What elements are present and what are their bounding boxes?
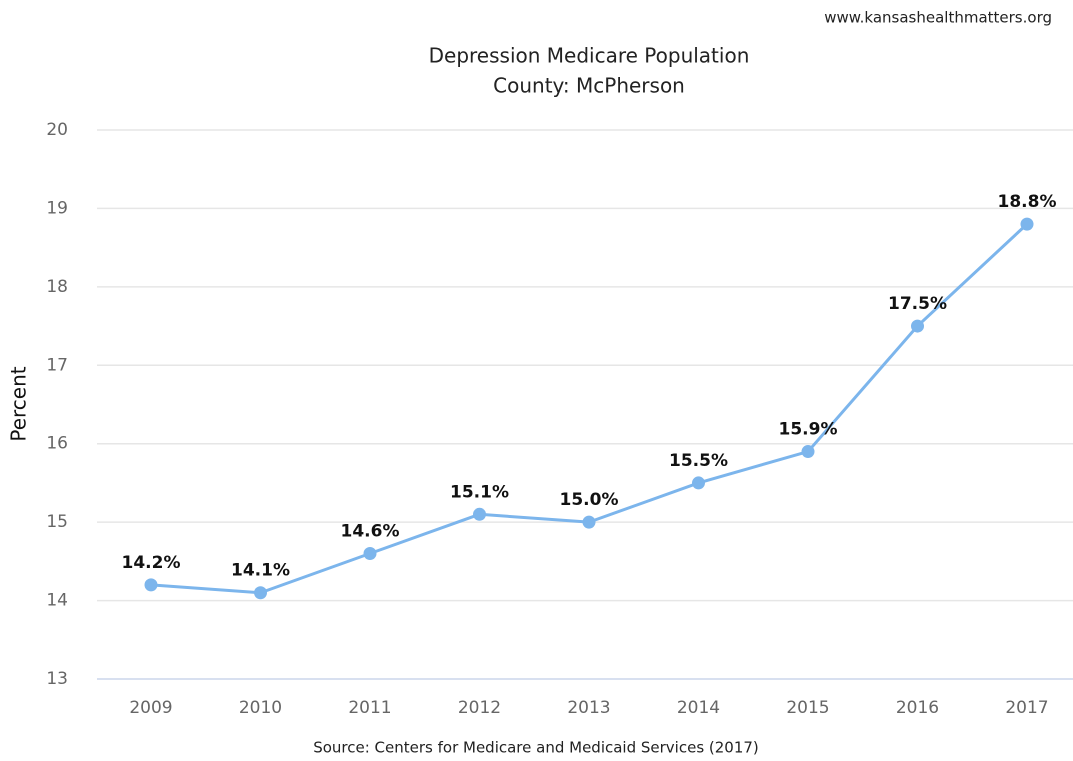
data-label: 18.8% (998, 192, 1057, 212)
data-label: 15.0% (560, 490, 619, 510)
data-label: 15.1% (450, 482, 509, 502)
x-tick-label: 2013 (567, 698, 610, 718)
source-note: Source: Centers for Medicare and Medicai… (313, 739, 759, 757)
x-tick-label: 2015 (786, 698, 829, 718)
chart-title: Depression Medicare Population (429, 44, 750, 68)
y-tick-label: 14 (46, 591, 68, 611)
y-tick-label: 19 (46, 198, 68, 218)
data-point (801, 445, 815, 459)
data-label: 14.6% (341, 522, 400, 542)
y-tick-label: 15 (46, 512, 68, 532)
data-label: 17.5% (888, 294, 947, 314)
x-tick-label: 2016 (896, 698, 939, 718)
data-label: 15.5% (669, 451, 728, 471)
series-line (150, 223, 1029, 595)
data-point (1020, 217, 1034, 231)
data-label: 14.1% (231, 561, 290, 581)
x-tick-label: 2017 (1005, 698, 1048, 718)
data-label: 14.2% (122, 553, 181, 573)
x-tick-label: 2009 (129, 698, 172, 718)
y-tick-label: 16 (46, 434, 68, 454)
x-tick-label: 2011 (348, 698, 391, 718)
y-tick-label: 18 (46, 277, 68, 297)
data-point (911, 319, 924, 333)
y-tick-label: 17 (46, 355, 68, 375)
data-point (692, 476, 705, 490)
data-point (473, 507, 486, 521)
data-point (582, 515, 596, 529)
y-tick-label: 13 (46, 669, 68, 689)
data-point (254, 586, 267, 600)
x-tick-label: 2014 (677, 698, 720, 718)
data-point (144, 578, 158, 592)
x-tick-label: 2012 (458, 698, 501, 718)
y-axis-label: Percent (7, 366, 31, 441)
x-tick-label: 2010 (239, 698, 282, 718)
site-url: www.kansashealthmatters.org (824, 9, 1052, 27)
data-point (363, 547, 377, 561)
data-label: 15.9% (779, 420, 838, 440)
chart-subtitle: County: McPherson (493, 74, 685, 98)
y-tick-label: 20 (46, 120, 68, 140)
